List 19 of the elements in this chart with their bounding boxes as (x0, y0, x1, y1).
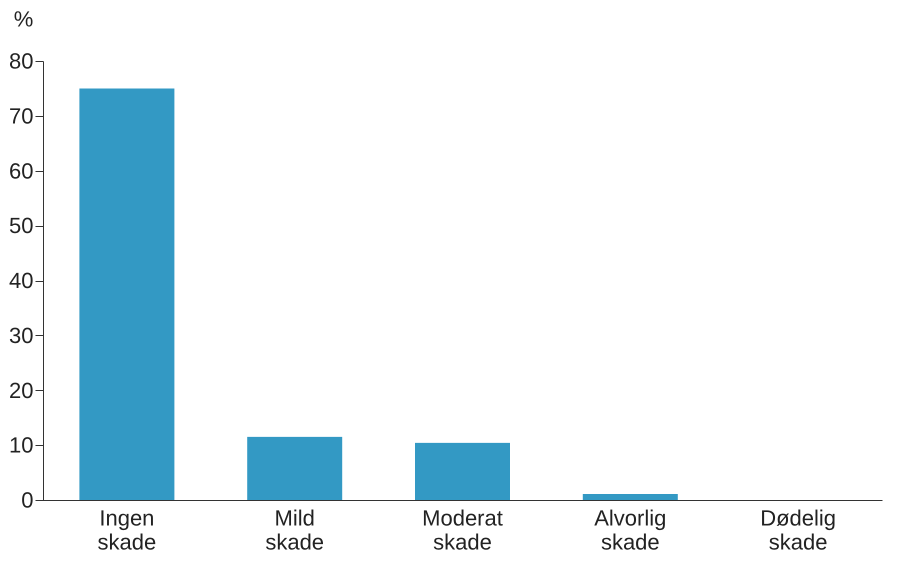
y-tick-label: 50 (9, 213, 34, 238)
y-tick-label: 40 (9, 268, 34, 293)
bar (415, 442, 510, 500)
y-tick-label: 30 (9, 322, 34, 348)
x-tick-label: Ingen skade (98, 506, 156, 554)
x-tick-label: Dødelig skade (760, 506, 836, 554)
bar (79, 88, 174, 500)
y-tick-label: 10 (9, 432, 34, 458)
bar (247, 436, 342, 500)
bar (582, 494, 678, 500)
y-tick-label: 60 (9, 158, 34, 184)
y-axis-title: % (14, 6, 34, 32)
x-tick-label: Alvorlig skade (594, 506, 666, 554)
y-tick-label: 80 (9, 48, 34, 74)
y-tick-label: 70 (9, 103, 34, 128)
y-tick-label: 0 (21, 488, 34, 512)
x-tick-label: Moderat skade (422, 506, 503, 554)
x-tick-label: Mild skade (265, 506, 324, 554)
y-tick-label: 20 (9, 378, 34, 403)
